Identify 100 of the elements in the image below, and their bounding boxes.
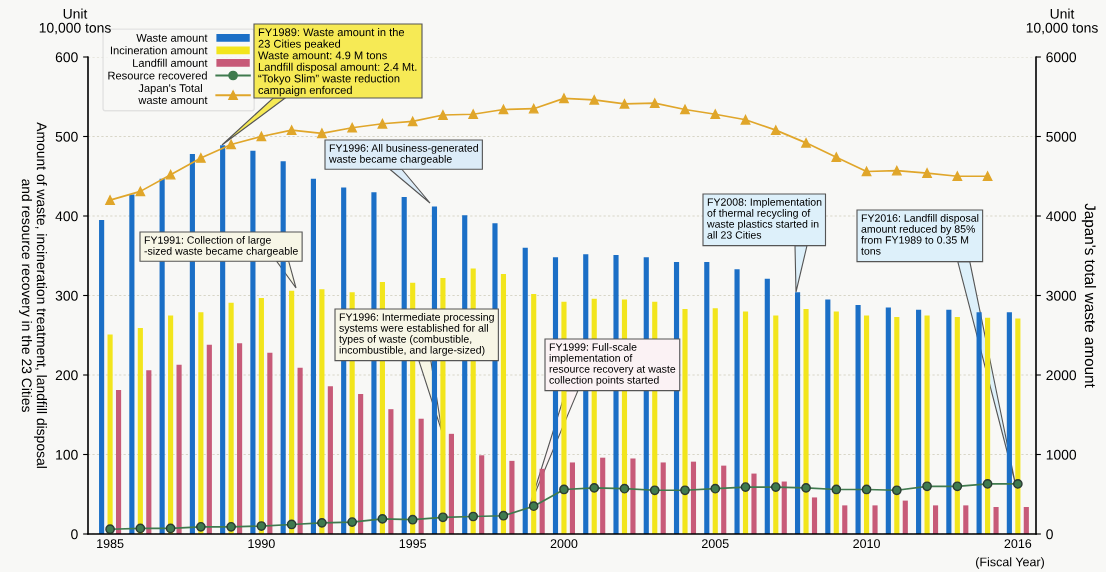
bar	[985, 317, 991, 534]
bar	[993, 506, 999, 534]
point	[196, 153, 206, 163]
bar	[781, 481, 787, 534]
annotation: FY1989: Waste amount in the 23 Cities peaked Waste amount: 4.9 M tons Landfill disposal amount: 2.4 Mt. “Tokyo Slim” waste reduction campaign enforced	[258, 28, 417, 97]
bar	[954, 316, 960, 534]
x-tick-label: 2000	[550, 539, 578, 549]
bar	[630, 458, 636, 534]
bar	[690, 461, 697, 534]
bar	[803, 309, 809, 534]
bar	[327, 386, 333, 534]
bar	[129, 194, 135, 534]
y2-tick-label: 4000	[1046, 211, 1077, 222]
point	[619, 99, 630, 109]
bar	[885, 307, 891, 534]
bar	[500, 274, 507, 534]
x-tick-label: 2005	[701, 539, 729, 549]
bar	[773, 315, 779, 534]
bar	[924, 315, 930, 534]
y-tick-label: 200	[55, 370, 78, 381]
bar	[742, 311, 749, 534]
point	[770, 482, 781, 492]
point	[922, 481, 932, 492]
point	[165, 523, 176, 534]
point	[559, 484, 569, 495]
bar	[258, 297, 264, 534]
bar	[319, 289, 325, 534]
point	[680, 104, 690, 115]
point	[256, 521, 267, 531]
legend-label: Landfill amount	[133, 58, 208, 67]
point	[982, 171, 993, 182]
bar	[902, 500, 908, 534]
bar	[734, 269, 740, 534]
point	[377, 514, 388, 524]
y2-tick-label: 2000	[1046, 370, 1077, 381]
bar	[522, 247, 528, 534]
bar	[751, 473, 757, 534]
y-axis-title: Amount of waste, incineration treatment, landfill disposal and resource recovery in the 23 Cities	[19, 122, 47, 468]
point	[347, 517, 358, 527]
bar	[863, 315, 870, 534]
annotation: FY2016: Landfill disposal amount reduced by 85% from FY1989 to 0.35 M tons	[861, 214, 979, 255]
y-tick-label: 0	[71, 529, 78, 540]
point	[559, 93, 569, 104]
point	[226, 139, 236, 150]
annotation: FY1991: Collection of large -sized waste became chargeable	[144, 236, 298, 257]
bar	[289, 290, 295, 534]
text: Unit 10,000 tons	[39, 8, 111, 35]
point	[226, 521, 236, 532]
point	[952, 481, 963, 492]
point	[891, 485, 902, 496]
point	[649, 98, 660, 108]
point	[286, 125, 297, 136]
annotation: FY1999: Full-scale implementation of resource recovery at waste collection points started	[549, 343, 676, 386]
point	[105, 195, 115, 205]
y2-tick-label: 6000	[1046, 52, 1077, 63]
point	[770, 125, 781, 136]
point	[710, 109, 721, 120]
y-tick-label: 500	[55, 131, 78, 142]
point	[347, 122, 358, 133]
bar	[228, 302, 234, 534]
point	[680, 485, 690, 496]
bar	[825, 299, 831, 534]
point	[861, 166, 872, 177]
bar	[99, 219, 105, 534]
bar	[358, 394, 364, 534]
point	[982, 479, 993, 489]
bar	[388, 409, 394, 534]
point	[135, 186, 146, 197]
bar	[509, 460, 515, 534]
point	[528, 103, 539, 114]
point	[438, 512, 448, 523]
bar	[682, 309, 688, 534]
bar	[206, 344, 212, 534]
x-tick-label: 1985	[97, 539, 124, 549]
point	[589, 95, 600, 105]
y-tick-label: 100	[56, 449, 78, 460]
point	[196, 521, 206, 532]
point	[135, 523, 146, 534]
bar	[833, 311, 839, 534]
legend-label: Resource recovered	[108, 71, 207, 80]
y2-tick-label: 0	[1046, 529, 1053, 540]
bar	[418, 418, 424, 534]
bar	[531, 293, 537, 534]
bar	[894, 316, 900, 534]
bar	[600, 457, 606, 534]
point	[619, 483, 630, 494]
bar	[146, 370, 152, 534]
point	[438, 110, 448, 120]
annotation: FY2008: Implementation of thermal recycling of waste plastics started in all 23 Cities	[706, 198, 822, 239]
bar	[721, 465, 727, 534]
bar	[764, 278, 770, 534]
point	[891, 165, 902, 176]
point	[377, 118, 388, 129]
point	[165, 169, 176, 180]
y2-tick-label: 3000	[1046, 290, 1077, 301]
point	[407, 116, 418, 127]
point	[498, 104, 509, 115]
y-tick-label: 600	[55, 52, 78, 63]
y-tick-label: 400	[55, 211, 78, 222]
bar	[539, 468, 545, 534]
